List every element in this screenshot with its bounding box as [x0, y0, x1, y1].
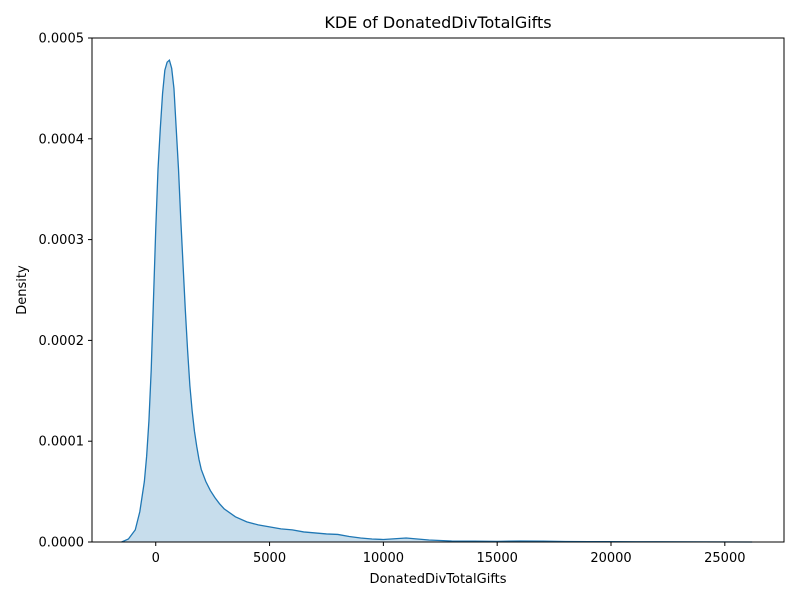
plot-area — [121, 59, 753, 543]
y-tick-label: 0.0002 — [39, 334, 85, 349]
chart-title: KDE of DonatedDivTotalGifts — [324, 13, 551, 32]
y-tick-label: 0.0003 — [39, 233, 85, 248]
x-axis: 0 5000 10000 15000 20000 25000 — [152, 542, 745, 566]
y-tick-label: 0.0004 — [39, 132, 85, 147]
x-tick-label: 25000 — [704, 551, 745, 566]
y-tick-label: 0.0001 — [39, 435, 85, 450]
x-tick-label: 20000 — [590, 551, 631, 566]
kde-density-line — [121, 59, 753, 543]
y-axis-label: Density — [15, 265, 30, 315]
x-tick-label: 5000 — [253, 551, 286, 566]
x-tick-label: 10000 — [363, 551, 404, 566]
axes-frame — [91, 37, 785, 543]
y-tick-label: 0.0005 — [39, 32, 85, 47]
kde-area-fill — [121, 60, 753, 543]
x-axis-label: DonatedDivTotalGifts — [369, 572, 506, 587]
x-tick-label: 0 — [152, 551, 160, 566]
y-tick-label: 0.0000 — [39, 536, 85, 551]
x-tick-label: 15000 — [477, 551, 518, 566]
y-axis: 0.0000 0.0001 0.0002 0.0003 0.0004 0.0005 — [39, 32, 92, 551]
